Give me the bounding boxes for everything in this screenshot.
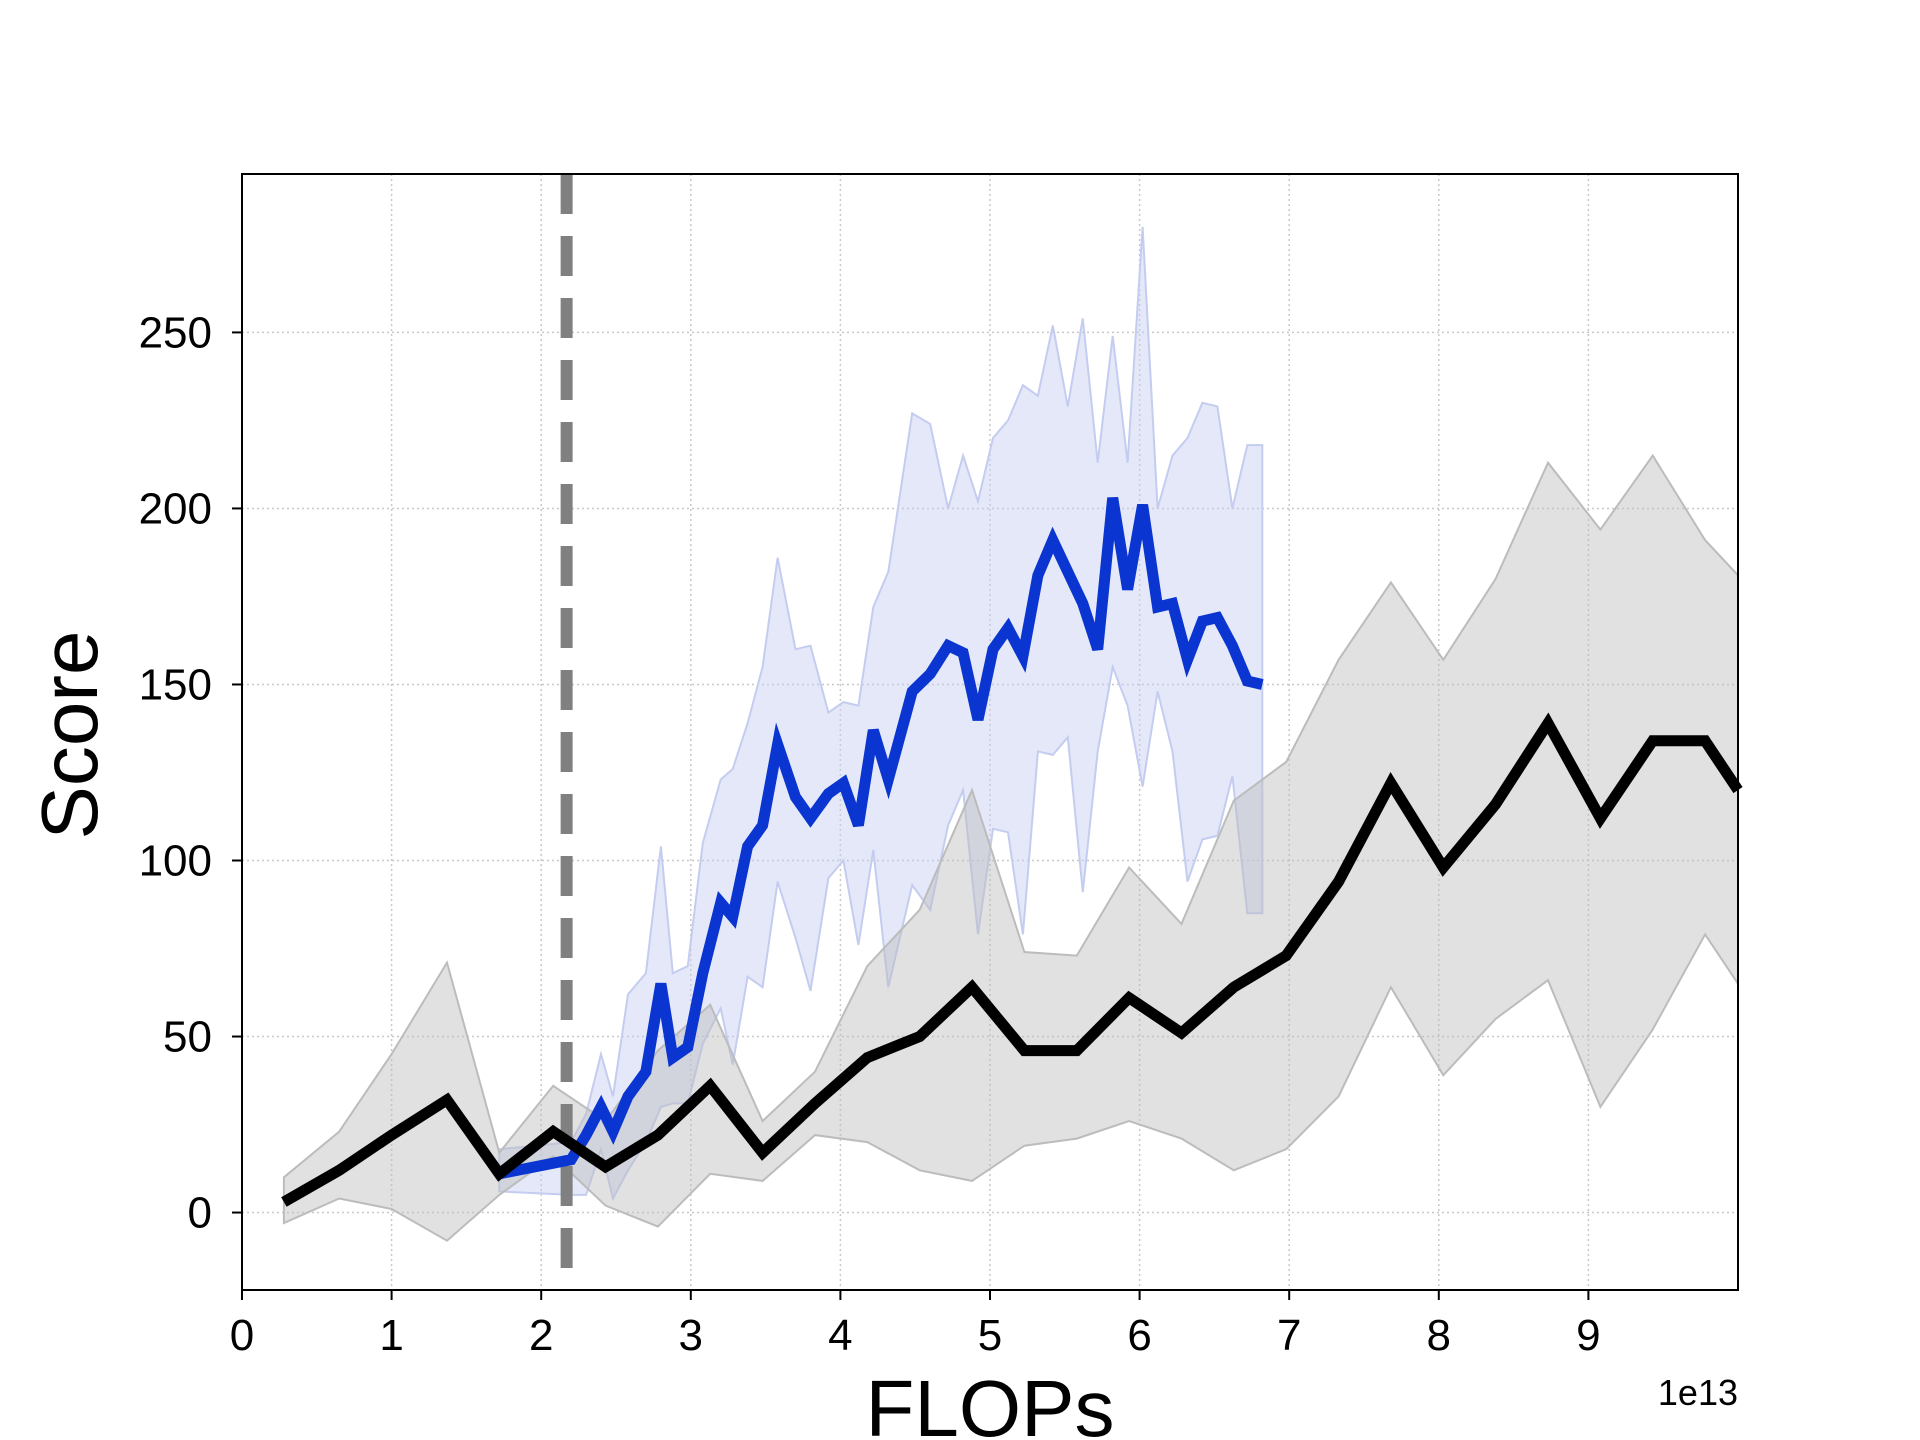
y-tick-label: 250 (139, 308, 212, 357)
series-1-band (498, 226, 1264, 1202)
y-tick-label: 50 (163, 1013, 212, 1062)
x-offset-label: 1e13 (1658, 1372, 1738, 1413)
x-tick-label: 6 (1127, 1311, 1151, 1360)
x-tick-label: 2 (529, 1311, 553, 1360)
x-tick-label: 5 (978, 1311, 1002, 1360)
y-tick-label: 100 (139, 836, 212, 885)
y-tick-label: 200 (139, 484, 212, 533)
x-tick-label: 4 (828, 1311, 852, 1360)
x-axis-title: FLOPs (866, 1364, 1115, 1440)
tick-labels: 0 1 2 3 4 5 6 7 8 9 0 50 100 150 200 250 (139, 308, 1601, 1360)
x-tick-label: 7 (1277, 1311, 1301, 1360)
x-tick-label: 9 (1576, 1311, 1600, 1360)
x-tick-label: 1 (379, 1311, 403, 1360)
y-tick-label: 0 (188, 1189, 212, 1238)
y-axis-title: Score (25, 631, 114, 840)
series-2-line (281, 712, 1743, 1207)
x-tick-label: 0 (230, 1311, 254, 1360)
x-tick-label: 8 (1427, 1311, 1451, 1360)
axes (232, 173, 1739, 1300)
series-lines (281, 497, 1743, 1207)
x-tick-label: 3 (679, 1311, 703, 1360)
y-tick-label: 150 (139, 660, 212, 709)
series-1-line (498, 497, 1264, 1180)
